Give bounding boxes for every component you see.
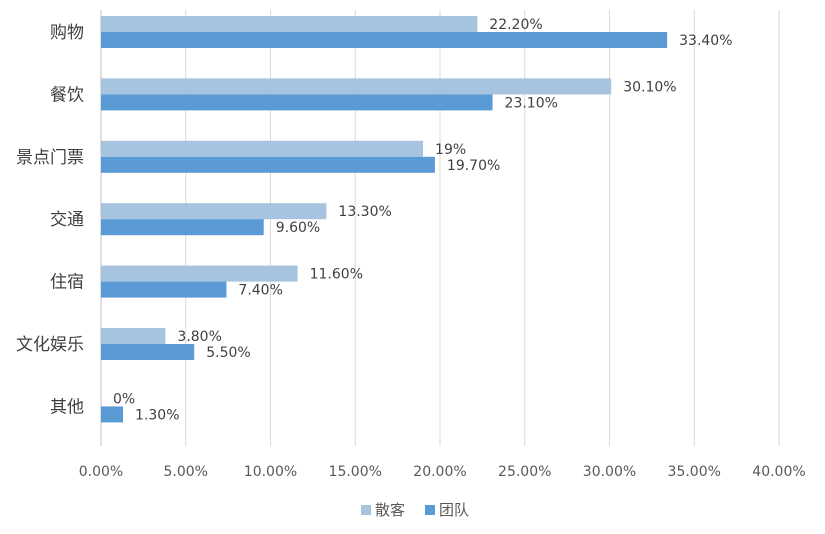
bar (101, 219, 264, 236)
data-labels: 22.20% 33.40% 30.10% 23.10% 19%19.70% 13.30% 9… (113, 17, 733, 423)
x-tick-label: 15.00% (329, 464, 382, 480)
data-label: 11.60% (310, 267, 363, 283)
legend-label: 团队 (439, 501, 469, 519)
bar (101, 203, 327, 220)
x-tick-label: 5.00% (164, 464, 208, 480)
data-label: 3.80% (177, 329, 221, 345)
bar (101, 94, 493, 111)
category-label: 其他 (50, 397, 84, 417)
data-label: 19% (435, 142, 466, 158)
x-tick-label: 35.00% (668, 464, 721, 480)
data-label: 30.10% (623, 79, 676, 95)
data-label: 1.30% (135, 407, 179, 423)
bar (101, 344, 195, 360)
data-label: 0% (113, 391, 135, 407)
x-tick-label: 10.00% (244, 464, 297, 480)
value-axis: 0.00% 5.00% 10.00% 15.00% 20.00% 25.00% 30.00%… (79, 464, 806, 480)
data-label: 13.30% (338, 204, 391, 220)
bar (101, 156, 435, 173)
x-tick-label: 25.00% (498, 464, 551, 480)
x-tick-label: 30.00% (583, 464, 636, 480)
data-label: 19.70% (447, 158, 500, 174)
category-label: 餐饮 (50, 85, 84, 105)
bar (101, 16, 478, 32)
bar (101, 328, 166, 344)
bar (101, 78, 612, 95)
data-label: 23.10% (505, 95, 558, 111)
data-label: 9.60% (276, 220, 320, 236)
category-label: 文化娱乐 (16, 335, 84, 355)
legend-label: 散客 (375, 501, 405, 519)
x-tick-label: 20.00% (413, 464, 466, 480)
bar (101, 281, 227, 298)
bar (101, 265, 298, 282)
bar (101, 140, 424, 157)
data-label: 22.20% (489, 17, 542, 33)
bar (101, 406, 124, 423)
bars (101, 16, 668, 423)
data-label: 33.40% (679, 33, 732, 49)
x-tick-label: 0.00% (79, 464, 123, 480)
category-label: 景点门票 (16, 148, 84, 168)
data-label: 5.50% (206, 345, 250, 361)
bar (101, 32, 668, 48)
legend-swatch (361, 505, 371, 515)
data-label: 7.40% (238, 283, 282, 299)
legend-swatch (425, 505, 435, 515)
x-tick-label: 40.00% (752, 464, 805, 480)
category-label: 住宿 (50, 273, 84, 293)
category-label: 交通 (50, 210, 84, 230)
legend: 散客 团队 (361, 501, 469, 519)
category-label: 购物 (50, 23, 84, 43)
